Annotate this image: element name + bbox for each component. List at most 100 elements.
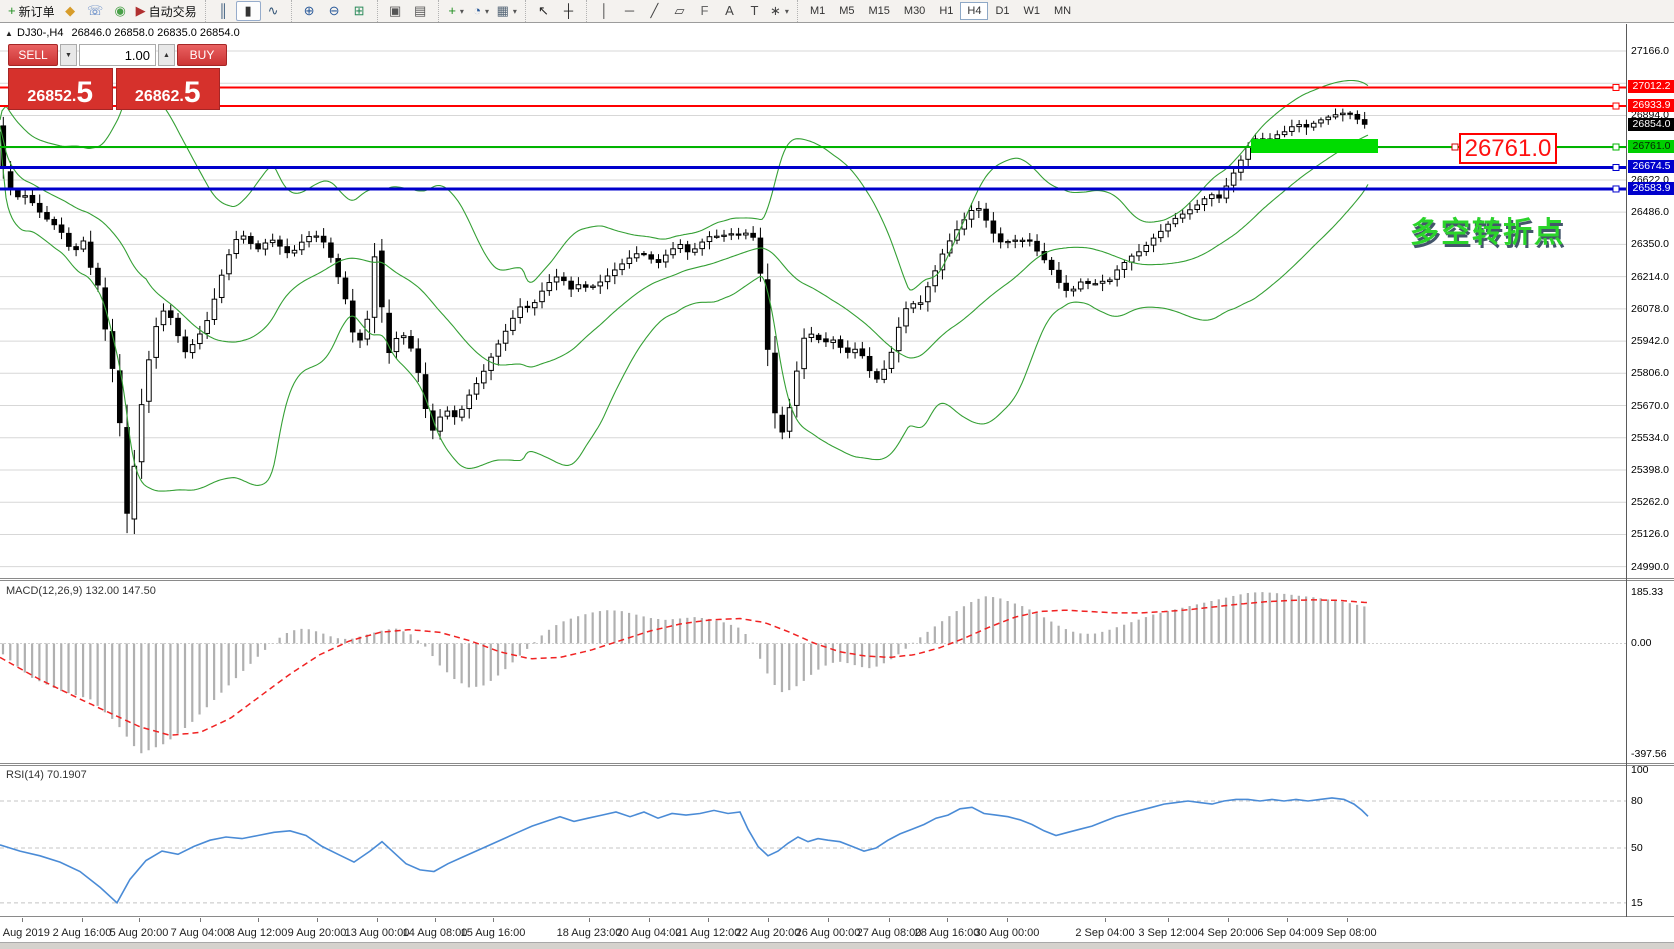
horizontal-level-lines[interactable] <box>0 86 1626 191</box>
sell-button[interactable]: SELL <box>8 44 58 66</box>
macd-histogram <box>1 592 1366 754</box>
volume-decrease-button[interactable]: ▼ <box>60 44 77 66</box>
text-button[interactable]: A <box>717 1 742 21</box>
auto-arrange-button[interactable]: ▣ <box>383 1 408 21</box>
chart-collapse-icon[interactable]: ▲ <box>5 29 13 38</box>
time-axis-tick <box>768 918 769 922</box>
timeframe-mn[interactable]: MN <box>1054 5 1072 17</box>
price-axis-tick: 24990.0 <box>1631 561 1669 573</box>
time-axis-tick <box>1228 918 1229 922</box>
timeframe-m5[interactable]: M5 <box>839 5 855 17</box>
time-axis-tick <box>589 918 590 922</box>
timeframe-m30[interactable]: M30 <box>903 5 926 17</box>
chart-title: DJ30-,H4 26846.0 26858.0 26835.0 26854.0 <box>17 27 240 39</box>
level-price-label: 27012.2 <box>1628 80 1674 93</box>
line-chart-button[interactable]: ∿ <box>261 1 286 21</box>
channel-icon: ▱ <box>674 3 685 18</box>
new-order-button[interactable]: + 新订单 <box>5 1 58 21</box>
timeframe-w1[interactable]: W1 <box>1023 5 1041 17</box>
timeframe-m1[interactable]: M1 <box>809 5 826 17</box>
price-axis-tick: 25126.0 <box>1631 528 1669 540</box>
timeframe-m15[interactable]: M15 <box>868 5 890 17</box>
chart-annotation-text[interactable]: 多空转折点 <box>1410 217 1566 249</box>
price-callout-label[interactable]: 26761.0 <box>1459 133 1557 164</box>
time-axis-tick <box>1007 918 1008 922</box>
periods-icon: ◔ <box>473 3 482 18</box>
buy-price-display[interactable]: 26862. 5 <box>115 68 220 110</box>
panel-separator[interactable] <box>0 578 1674 579</box>
zoom-out-button[interactable]: ⊖ <box>322 1 347 21</box>
sell-price-display[interactable]: 26852. 5 <box>8 68 113 110</box>
candlestick-chart-button[interactable]: ▮ <box>235 1 261 21</box>
profile-icon[interactable]: ☏ <box>83 1 108 21</box>
price-axis-tick: 26350.0 <box>1631 238 1669 250</box>
zoom-in-icon: ⊕ <box>303 3 315 18</box>
chevron-down-icon[interactable]: ▾ <box>485 6 490 16</box>
time-axis-label: 28 Aug 16:00 <box>914 927 980 939</box>
templates-button[interactable]: ▦ ▾ <box>494 1 520 21</box>
new-chart-button[interactable]: + ▾ <box>444 1 469 21</box>
new-order-icon: + <box>8 3 16 18</box>
price-axis-tick: 25806.0 <box>1631 367 1669 379</box>
panel-separator[interactable] <box>0 765 1674 766</box>
price-axis-tick: 25534.0 <box>1631 432 1669 444</box>
arrows-button[interactable]: ∗ ▾ <box>767 1 792 21</box>
timeframe-h1[interactable]: H1 <box>939 5 954 17</box>
volume-increase-button[interactable]: ▲ <box>158 44 175 66</box>
current-price-label: 26854.0 <box>1628 118 1674 131</box>
chart-symbol-period: DJ30-,H4 <box>17 27 64 39</box>
rsi-indicator-label: RSI(14) 70.1907 <box>6 769 87 781</box>
chevron-down-icon[interactable]: ▾ <box>459 6 464 16</box>
auto-trading-button[interactable]: ▶ 自动交易 <box>133 1 200 21</box>
time-axis-label: 4 Sep 20:00 <box>1198 927 1258 939</box>
vertical-line-button[interactable]: │ <box>592 1 617 21</box>
chevron-down-icon[interactable]: ▾ <box>512 6 517 16</box>
timeframe-h4[interactable]: H4 <box>960 2 989 20</box>
time-axis-tick <box>947 918 948 922</box>
toolbar-group: ↖ ┼ <box>524 0 586 22</box>
signals-icon[interactable]: ◉ <box>108 1 133 21</box>
time-axis-label: 21 Aug 12:00 <box>675 927 741 939</box>
price-axis-border <box>1626 24 1627 917</box>
buy-button[interactable]: BUY <box>177 44 227 66</box>
time-axis-label: 13 Aug 00:00 <box>344 927 410 939</box>
time-axis-tick <box>435 918 436 922</box>
cursor-icon: ↖ <box>537 3 549 18</box>
signals-icon-icon: ◉ <box>114 3 126 18</box>
time-axis-label: 2 Sep 04:00 <box>1075 927 1135 939</box>
timeframe-d1[interactable]: D1 <box>995 5 1010 17</box>
periods-button[interactable]: ◔ ▾ <box>469 1 494 21</box>
crosshair-button[interactable]: ┼ <box>556 1 581 21</box>
crosshair-icon: ┼ <box>563 3 574 18</box>
highlight-rectangle[interactable] <box>1251 139 1378 153</box>
chevron-down-icon[interactable]: ▾ <box>784 6 789 16</box>
time-axis-label: 2 Aug 16:00 <box>52 927 112 939</box>
cascade-windows-button[interactable]: ▤ <box>408 1 433 21</box>
market-icon[interactable]: ◆ <box>58 1 83 21</box>
time-axis-label: 1 Aug 2019 <box>0 927 50 939</box>
price-axis-tick: 26214.0 <box>1631 271 1669 283</box>
panel-separator[interactable] <box>0 580 1674 581</box>
time-axis-tick <box>889 918 890 922</box>
toolbar-group: + 新订单 ◆ ☏ ◉ ▶ 自动交易 <box>0 0 205 22</box>
channel-button[interactable]: ▱ <box>667 1 692 21</box>
trendline-button[interactable]: ╱ <box>642 1 667 21</box>
new-order-button-label: 新订单 <box>18 4 55 19</box>
auto-trading-icon: ▶ <box>135 3 146 18</box>
fibonacci-button[interactable]: F <box>692 1 717 21</box>
horizontal-line-button[interactable]: ─ <box>617 1 642 21</box>
zoom-in-button[interactable]: ⊕ <box>297 1 322 21</box>
main-toolbar: + 新订单 ◆ ☏ ◉ ▶ 自动交易 ║ ▮ ∿ ⊕ ⊖ ⊞ ▣ ▤ + ▾ ◔ ▾ ▦ ▾ ↖ ┼ │ ─ ╱ ▱ F A T ∗ ▾ M1 M… <box>0 0 1674 23</box>
bar-chart-button[interactable]: ║ <box>211 1 236 21</box>
time-axis-tick <box>649 918 650 922</box>
volume-input[interactable] <box>79 44 156 66</box>
cursor-button[interactable]: ↖ <box>531 1 556 21</box>
panel-separator[interactable] <box>0 763 1674 764</box>
level-price-label: 26674.5 <box>1628 160 1674 173</box>
tile-windows-button[interactable]: ⊞ <box>347 1 372 21</box>
macd-indicator-label: MACD(12,26,9) 132.00 147.50 <box>6 585 156 597</box>
time-axis-tick <box>139 918 140 922</box>
level-price-label: 26583.9 <box>1628 182 1674 195</box>
text-label-button[interactable]: T <box>742 1 767 21</box>
